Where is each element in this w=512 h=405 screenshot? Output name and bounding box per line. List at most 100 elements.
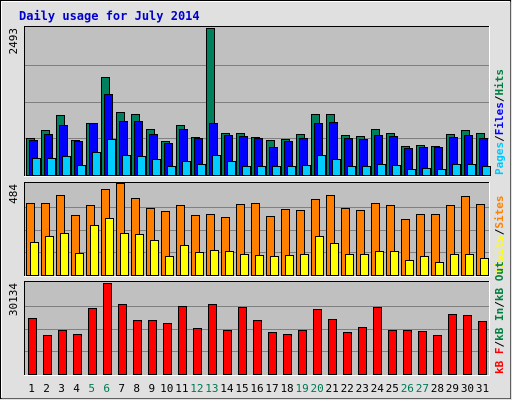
x-tick-label: 21 [326, 382, 339, 395]
bar-kb-f-day-17 [268, 332, 277, 375]
bar-visits-day-5 [90, 225, 99, 276]
bar-kb-f-day-18 [283, 334, 292, 375]
bar-kb-f-day-10 [163, 323, 172, 375]
bar-pages-day-8 [137, 156, 146, 176]
bar-visits-day-23 [360, 254, 369, 276]
bar-pages-day-3 [62, 156, 71, 176]
legend-entry: / [493, 135, 506, 142]
bar-visits-day-2 [45, 236, 54, 276]
bar-visits-day-27 [420, 256, 429, 276]
bar-pages-day-10 [167, 166, 176, 176]
legend-entry: Files [493, 102, 506, 135]
x-tick-label: 13 [205, 382, 218, 395]
bar-visits-day-8 [135, 234, 144, 276]
x-tick-label: 2 [43, 382, 50, 395]
x-tick-label: 4 [73, 382, 80, 395]
x-tick-label: 20 [311, 382, 324, 395]
bar-visits-day-29 [450, 254, 459, 276]
panel-max-label: 30134 [7, 283, 20, 316]
bar-kb-f-day-25 [388, 330, 397, 375]
bar-visits-day-28 [435, 262, 444, 276]
panel-legend: kB F/kB In/kB Out [493, 261, 506, 374]
bar-kb-f-day-28 [433, 335, 442, 375]
bar-kb-f-day-21 [328, 319, 337, 375]
bar-kb-f-day-19 [298, 330, 307, 375]
bar-kb-f-day-7 [118, 304, 127, 375]
bar-kb-f-day-16 [253, 320, 262, 375]
x-tick-label: 24 [371, 382, 385, 395]
x-tick-label: 8 [133, 382, 140, 395]
panel-visits-sites: 484 Visits/Sites [7, 182, 506, 277]
x-tick-label: 22 [341, 382, 354, 395]
bar-kb-f-day-29 [448, 314, 457, 375]
legend-entry: kB In [493, 308, 506, 341]
bar-kb-f-day-9 [148, 320, 157, 375]
legend-entry: kB Out [493, 261, 506, 301]
bar-kb-f-day-31 [478, 321, 487, 375]
x-tick-label: 28 [431, 382, 444, 395]
bar-visits-day-17 [270, 256, 279, 276]
bar-visits-day-12 [195, 252, 204, 276]
bar-kb-f-day-11 [178, 306, 187, 375]
x-tick-label: 6 [103, 382, 110, 395]
bar-pages-day-31 [482, 166, 491, 176]
bar-pages-day-11 [182, 161, 191, 176]
bar-pages-day-26 [407, 169, 416, 176]
bar-kb-f-day-1 [28, 318, 37, 375]
x-tick-label: 29 [446, 382, 459, 395]
bar-pages-day-14 [227, 161, 236, 176]
bar-pages-day-24 [377, 164, 386, 176]
bar-visits-day-10 [165, 256, 174, 276]
bar-kb-f-day-22 [343, 332, 352, 375]
bar-pages-day-15 [242, 166, 251, 176]
legend-entry: Hits [493, 69, 506, 96]
x-tick-label: 18 [280, 382, 293, 395]
bar-pages-day-27 [422, 168, 431, 176]
bar-pages-day-12 [197, 164, 206, 176]
bar-kb-f-day-23 [358, 327, 367, 375]
x-tick-label: 7 [118, 382, 125, 395]
x-tick-label: 12 [190, 382, 203, 395]
bar-pages-day-4 [77, 165, 86, 176]
bar-visits-day-16 [255, 255, 264, 276]
bar-pages-day-13 [212, 155, 221, 176]
bar-visits-day-18 [285, 255, 294, 276]
legend-entry: Visits [493, 235, 506, 275]
bar-visits-day-11 [180, 245, 189, 276]
bar-visits-day-26 [405, 260, 414, 276]
bar-pages-day-29 [452, 164, 461, 176]
bar-pages-day-17 [272, 166, 281, 176]
bar-kb-f-day-6 [103, 283, 112, 375]
bar-pages-day-1 [32, 158, 41, 176]
x-tick-label: 16 [250, 382, 263, 395]
legend-entry: / [493, 228, 506, 235]
bar-kb-f-day-3 [58, 330, 67, 375]
x-tick-label: 31 [476, 382, 489, 395]
x-tick-label: 27 [416, 382, 429, 395]
bar-visits-day-14 [225, 251, 234, 276]
bar-visits-day-31 [480, 258, 489, 276]
x-tick-label: 10 [160, 382, 173, 395]
bar-kb-f-day-4 [73, 334, 82, 375]
bar-kb-f-day-14 [223, 330, 232, 375]
panel-max-label: 2493 [7, 28, 20, 55]
x-tick-label: 3 [58, 382, 65, 395]
x-tick-label: 1 [28, 382, 35, 395]
panel-legend: Pages/Files/Hits [493, 69, 506, 175]
panel-kbytes: 30134 kB F/kB In/kB Out [7, 261, 506, 376]
x-tick-label: 11 [175, 382, 188, 395]
x-tick-label: 15 [235, 382, 248, 395]
bar-kb-f-day-2 [43, 335, 52, 375]
legend-entry: Sites [493, 196, 506, 229]
bar-pages-day-28 [437, 169, 446, 176]
bar-kb-f-day-5 [88, 308, 97, 375]
bar-visits-day-4 [75, 253, 84, 276]
x-tick-label: 5 [88, 382, 95, 395]
panel-max-label: 484 [7, 184, 20, 204]
bar-visits-day-9 [150, 240, 159, 276]
bar-pages-day-21 [332, 159, 341, 176]
bar-visits-day-13 [210, 250, 219, 276]
bar-pages-day-9 [152, 159, 161, 176]
